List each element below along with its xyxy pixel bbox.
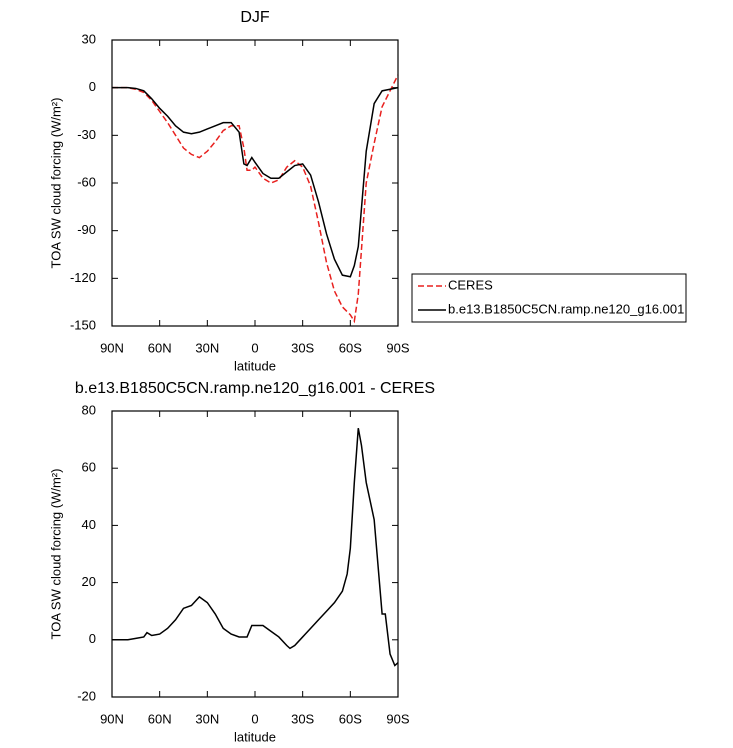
y-tick-label: -90 [77, 222, 96, 237]
x-axis-label: latitude [234, 729, 276, 744]
y-tick-label: 0 [89, 79, 96, 94]
data-line [112, 74, 399, 324]
y-axis-label: TOA SW cloud forcing (W/m²) [48, 469, 63, 640]
y-tick-label: -150 [70, 317, 96, 332]
data-line [112, 86, 399, 278]
y-tick-label: 0 [89, 631, 96, 646]
x-tick-label: 60S [339, 711, 362, 726]
x-tick-label: 90N [100, 340, 124, 355]
y-tick-label: 80 [82, 402, 96, 417]
x-axis-label: latitude [234, 358, 276, 373]
x-tick-label: 60N [148, 340, 172, 355]
y-tick-label: -120 [70, 270, 96, 285]
y-tick-label: -30 [77, 127, 96, 142]
plot-frame [111, 410, 399, 698]
y-tick-label: 20 [82, 574, 96, 589]
x-tick-label: 30N [195, 711, 219, 726]
legend-box [411, 273, 687, 323]
x-tick-label: 0 [251, 711, 258, 726]
y-axis-label: TOA SW cloud forcing (W/m²) [48, 98, 63, 269]
x-tick-label: 90S [386, 340, 409, 355]
legend-label: b.e13.B1850C5CN.ramp.ne120_g16.001 [448, 301, 684, 316]
x-tick-label: 90N [100, 711, 124, 726]
x-tick-label: 30N [195, 340, 219, 355]
data-line [112, 428, 399, 667]
chart-title: b.e13.B1850C5CN.ramp.ne120_g16.001 - CER… [75, 380, 435, 397]
x-tick-label: 30S [291, 711, 314, 726]
y-tick-label: -20 [77, 688, 96, 703]
x-tick-label: 60N [148, 711, 172, 726]
y-tick-label: 40 [82, 517, 96, 532]
y-tick-label: 60 [82, 460, 96, 475]
y-tick-label: 30 [82, 31, 96, 46]
plot-frame [111, 39, 399, 327]
legend-label: CERES [448, 277, 493, 292]
x-tick-label: 30S [291, 340, 314, 355]
x-tick-label: 90S [386, 711, 409, 726]
x-tick-label: 60S [339, 340, 362, 355]
chart-title: DJF [240, 9, 270, 26]
x-tick-label: 0 [251, 340, 258, 355]
y-tick-label: -60 [77, 174, 96, 189]
